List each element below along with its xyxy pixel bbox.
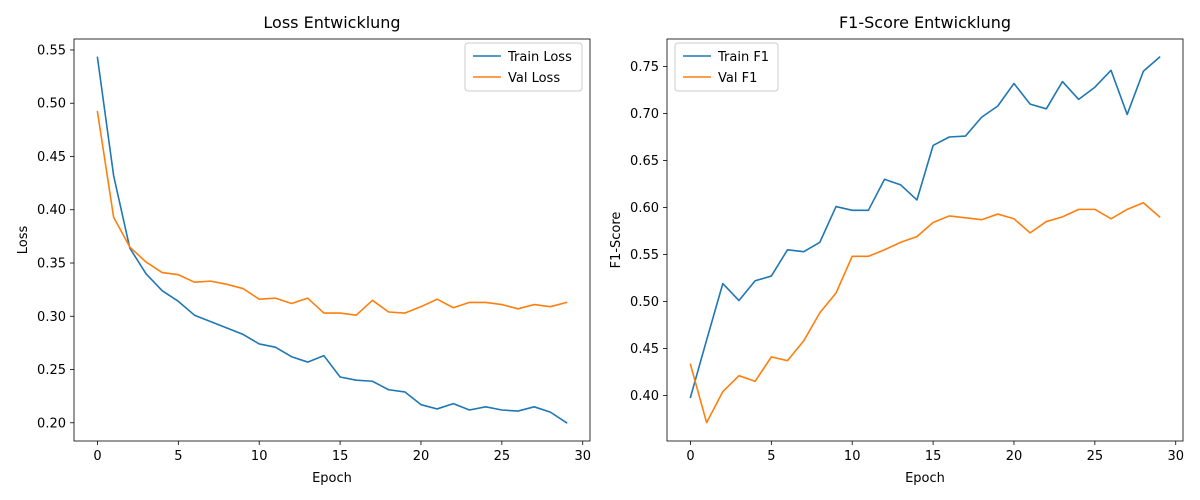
loss-chart: Loss Entwicklung 0 5 10 15 20 25 30 0.200.250.… bbox=[16, 13, 591, 486]
loss-chart-ylabel: Loss bbox=[16, 226, 31, 255]
f1-x-tick-label-10: 10 bbox=[844, 449, 861, 464]
loss-x-tick-label-0: 0 bbox=[93, 449, 101, 464]
loss-y-tick-label-0-50: 0.50 bbox=[37, 97, 66, 112]
loss-chart-title: Loss Entwicklung bbox=[263, 13, 400, 32]
legend-label-train-loss: Train Loss bbox=[507, 50, 572, 65]
legend-label-val-loss: Val Loss bbox=[508, 71, 560, 86]
f1-y-tick-label-0-60: 0.60 bbox=[630, 201, 659, 216]
loss-x-tick-label-20: 20 bbox=[413, 449, 430, 464]
series-line-val-loss bbox=[96, 110, 568, 317]
f1-chart-lines bbox=[689, 56, 1161, 424]
f1-y-tick-label-0-50: 0.50 bbox=[630, 295, 659, 310]
f1-chart-title: F1-Score Entwicklung bbox=[839, 13, 1011, 32]
f1-x-tick-label-0: 0 bbox=[686, 449, 694, 464]
loss-x-tick-label-25: 25 bbox=[494, 449, 511, 464]
f1-y-tick-label-0-75: 0.75 bbox=[630, 60, 659, 75]
loss-y-tick-label-0-30: 0.30 bbox=[37, 310, 66, 325]
loss-y-tick-label-0-55: 0.55 bbox=[37, 43, 66, 58]
series-line-val-f1 bbox=[689, 201, 1161, 424]
f1-chart-axes-frame bbox=[666, 38, 1184, 442]
f1-x-tick-label-5: 5 bbox=[767, 449, 775, 464]
f1-x-tick-label-30: 30 bbox=[1167, 449, 1184, 464]
loss-chart-y-ticks: 0.20 0.25 0.30 0.35 0.40 0.45 0.50 0.55 bbox=[37, 43, 74, 431]
loss-y-tick-label-0-45: 0.45 bbox=[37, 150, 66, 165]
f1-chart-xlabel: Epoch bbox=[905, 471, 945, 486]
f1-chart-x-ticks: 0 5 10 15 20 25 30 bbox=[686, 441, 1184, 464]
f1-x-tick-label-25: 25 bbox=[1087, 449, 1104, 464]
loss-chart-lines bbox=[96, 56, 568, 424]
loss-chart-legend-box bbox=[464, 42, 583, 92]
f1-chart-legend-box bbox=[674, 42, 779, 92]
loss-y-tick-label-0-25: 0.25 bbox=[37, 363, 66, 378]
loss-y-tick-label-0-35: 0.35 bbox=[37, 257, 66, 272]
f1-y-tick-label-0-70: 0.70 bbox=[630, 107, 659, 122]
loss-y-tick-label-0-20: 0.20 bbox=[37, 416, 66, 431]
f1-y-tick-label-0-65: 0.65 bbox=[630, 154, 659, 169]
loss-chart-xlabel: Epoch bbox=[312, 471, 352, 486]
loss-x-tick-label-5: 5 bbox=[174, 449, 182, 464]
series-line-train-f1 bbox=[689, 56, 1161, 399]
f1-y-tick-label-0-45: 0.45 bbox=[630, 342, 659, 357]
legend-label-val-f1: Val F1 bbox=[718, 71, 757, 86]
legend-label-train-f1: Train F1 bbox=[717, 50, 769, 65]
loss-chart-legend: Train Loss Val Loss bbox=[464, 42, 583, 92]
f1-y-tick-label-0-55: 0.55 bbox=[630, 248, 659, 263]
f1-chart: F1-Score Entwicklung 0 5 10 15 20 25 30 0.400.… bbox=[609, 13, 1184, 486]
loss-x-tick-label-15: 15 bbox=[332, 449, 349, 464]
series-line-train-loss bbox=[96, 56, 568, 424]
f1-y-tick-label-0-40: 0.40 bbox=[630, 389, 659, 404]
f1-x-tick-label-15: 15 bbox=[925, 449, 942, 464]
loss-y-tick-label-0-40: 0.40 bbox=[37, 203, 66, 218]
loss-x-tick-label-10: 10 bbox=[251, 449, 268, 464]
f1-chart-ylabel: F1-Score bbox=[609, 212, 624, 269]
loss-chart-x-ticks: 0 5 10 15 20 25 30 bbox=[93, 441, 591, 464]
loss-chart-axes-frame bbox=[73, 38, 591, 442]
f1-chart-legend: Train F1 Val F1 bbox=[674, 42, 779, 92]
f1-x-tick-label-20: 20 bbox=[1006, 449, 1023, 464]
f1-chart-y-ticks: 0.40 0.45 0.50 0.55 0.60 0.65 0.70 0.75 bbox=[630, 60, 667, 404]
loss-x-tick-label-30: 30 bbox=[574, 449, 591, 464]
